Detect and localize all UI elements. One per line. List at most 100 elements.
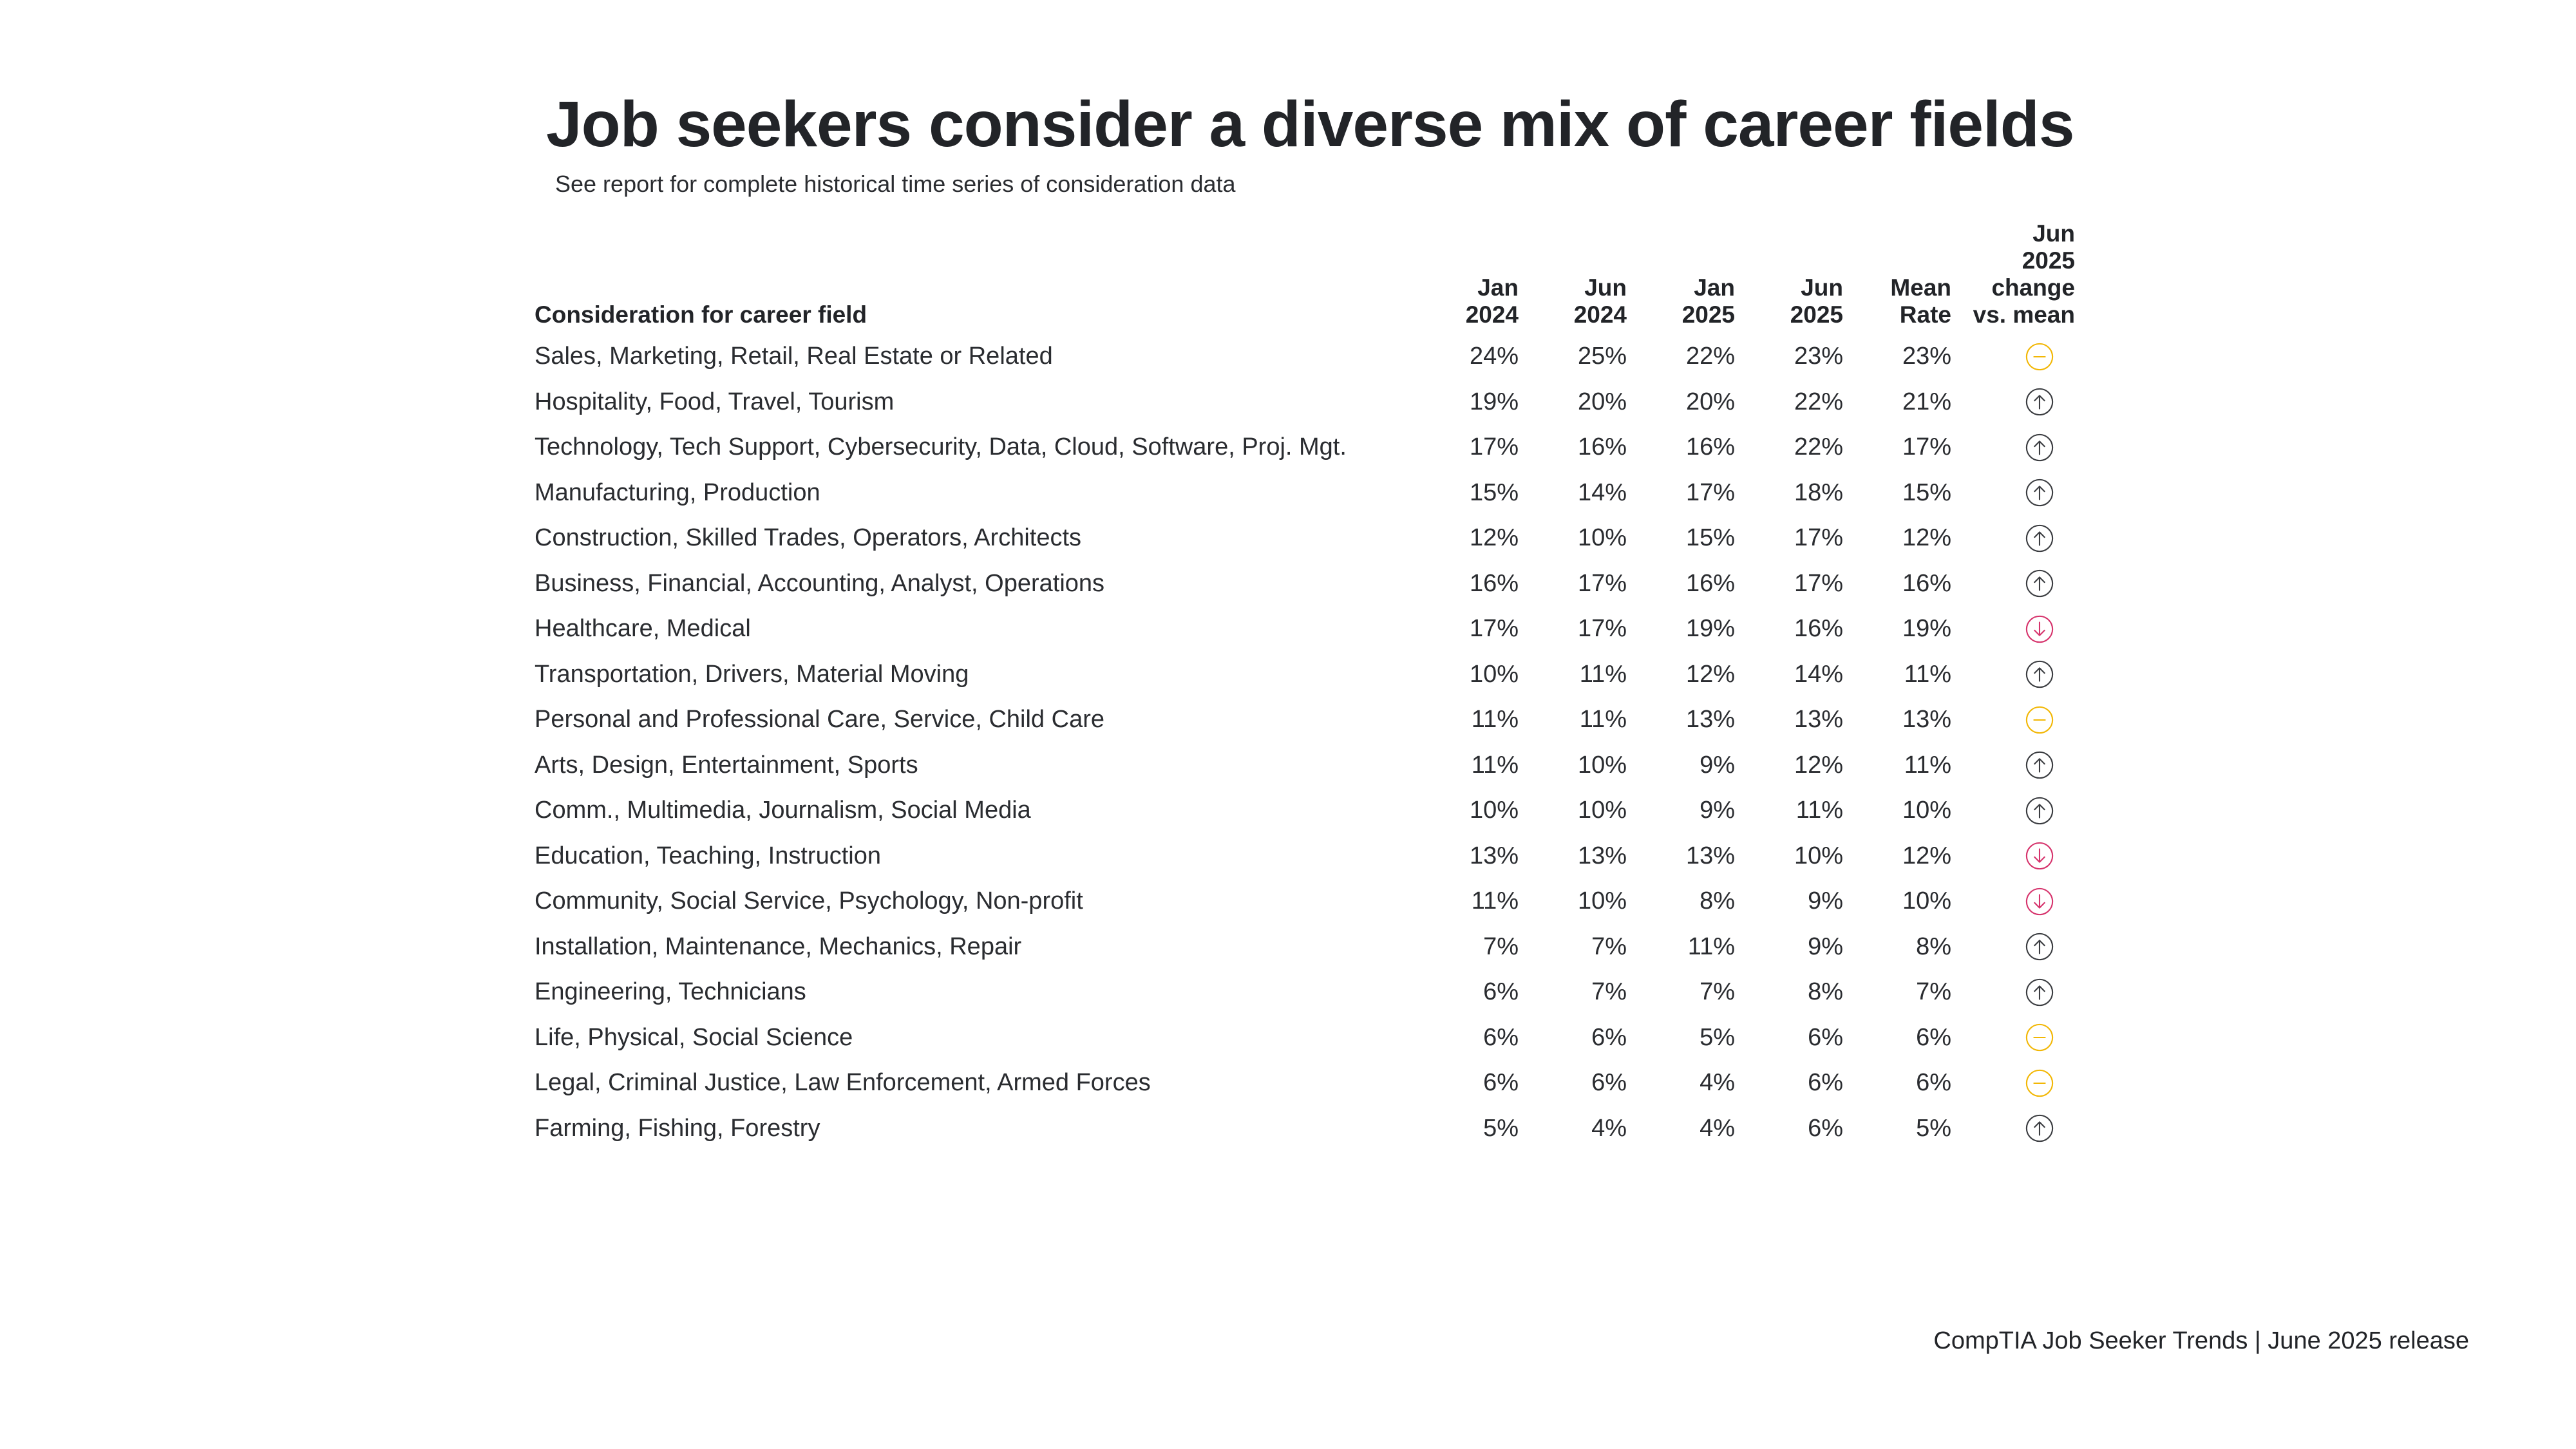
rate-cell: 13% <box>1469 842 1519 869</box>
rate-cell: 22% <box>1685 343 1735 370</box>
rate-cell: 11% <box>1904 660 1951 688</box>
dash-circle-icon <box>2025 343 2054 370</box>
rate-cell: 11% <box>1471 751 1519 779</box>
rate-cell: 6% <box>1808 1114 1843 1142</box>
rate-cell: 4% <box>1700 1114 1735 1142</box>
rate-cell: 17% <box>1794 524 1843 552</box>
rate-cell: 12% <box>1902 842 1951 869</box>
rate-cell: 11% <box>1904 751 1951 779</box>
change-indicator-cell <box>1963 424 2079 470</box>
change-indicator-cell <box>1963 652 2079 697</box>
rate-cell: 9% <box>1700 797 1735 824</box>
rate-cell: 17% <box>1577 569 1627 597</box>
career-field-name: Technology, Tech Support, Cybersecurity,… <box>535 433 1347 461</box>
rate-cell: 8% <box>1808 978 1843 1006</box>
column-header-line: 2024 <box>1465 301 1519 328</box>
career-field-name: Farming, Fishing, Forestry <box>535 1114 820 1142</box>
rate-cell: 13% <box>1577 842 1627 869</box>
table-row: Legal, Criminal Justice, Law Enforcement… <box>535 1060 2079 1106</box>
rate-cell: 10% <box>1469 660 1519 688</box>
rate-cell: 12% <box>1469 524 1519 552</box>
rate-cell: 7% <box>1700 978 1735 1006</box>
column-header-line: 2025 <box>1790 301 1843 328</box>
rate-cell: 9% <box>1700 751 1735 779</box>
column-header-jan-2024: Jan 2024 <box>1422 219 1530 334</box>
rate-cell: 19% <box>1685 615 1735 643</box>
column-header-jun-2024: Jun 2024 <box>1530 219 1638 334</box>
career-field-name: Education, Teaching, Instruction <box>535 842 881 869</box>
rate-cell: 7% <box>1916 978 1951 1006</box>
change-indicator-cell <box>1963 743 2079 788</box>
rate-cell: 8% <box>1700 887 1735 915</box>
rate-cell: 17% <box>1469 433 1519 461</box>
column-header-line: Jan <box>1694 274 1735 301</box>
rate-cell: 6% <box>1808 1069 1843 1097</box>
career-field-name: Engineering, Technicians <box>535 978 806 1006</box>
table-row: Personal and Professional Care, Service,… <box>535 697 2079 743</box>
column-header-line: 2025 <box>2022 247 2075 274</box>
rate-cell: 16% <box>1469 569 1519 597</box>
column-header-line: 2024 <box>1573 301 1627 328</box>
rate-cell: 17% <box>1902 433 1951 461</box>
change-indicator-cell <box>1963 788 2079 833</box>
rate-cell: 20% <box>1577 388 1627 415</box>
rate-cell: 17% <box>1469 615 1519 643</box>
rate-cell: 11% <box>1795 797 1843 824</box>
rate-cell: 5% <box>1483 1114 1519 1142</box>
career-field-name: Personal and Professional Care, Service,… <box>535 706 1104 734</box>
change-indicator-cell <box>1963 878 2079 924</box>
column-header-line: Mean <box>1890 274 1951 301</box>
rate-cell: 13% <box>1902 706 1951 734</box>
rate-cell: 8% <box>1916 933 1951 960</box>
career-field-name: Business, Financial, Accounting, Analyst… <box>535 569 1105 597</box>
rate-cell: 23% <box>1794 343 1843 370</box>
rate-cell: 11% <box>1579 660 1627 688</box>
rate-cell: 6% <box>1916 1023 1951 1051</box>
column-header-change-vs-mean: Jun 2025 change vs. mean <box>1963 219 2079 334</box>
rate-cell: 4% <box>1591 1114 1627 1142</box>
rate-cell: 10% <box>1794 842 1843 869</box>
rate-cell: 13% <box>1794 706 1843 734</box>
table-row: Education, Teaching, Instruction 13% 13% 13… <box>535 833 2079 879</box>
career-field-name: Hospitality, Food, Travel, Tourism <box>535 388 895 415</box>
arrow-down-circle-icon <box>2025 887 2054 915</box>
career-field-name: Community, Social Service, Psychology, N… <box>535 887 1083 915</box>
rate-cell: 17% <box>1577 615 1627 643</box>
change-indicator-cell <box>1963 1060 2079 1106</box>
footer-source: CompTIA Job Seeker Trends | June 2025 re… <box>1933 1327 2469 1354</box>
arrow-up-circle-icon <box>2025 388 2054 416</box>
column-header-line: Jun <box>1801 274 1843 301</box>
career-field-name: Construction, Skilled Trades, Operators,… <box>535 524 1082 552</box>
career-field-name: Legal, Criminal Justice, Law Enforcement… <box>535 1069 1151 1097</box>
rate-cell: 11% <box>1471 706 1519 734</box>
rate-cell: 6% <box>1808 1023 1843 1051</box>
table-row: Manufacturing, Production 15% 14% 17% 18% 15% <box>535 470 2079 516</box>
table-row: Transportation, Drivers, Material Moving… <box>535 652 2079 697</box>
rate-cell: 12% <box>1794 751 1843 779</box>
table-body: Sales, Marketing, Retail, Real Estate or… <box>535 334 2079 1151</box>
rate-cell: 19% <box>1469 388 1519 415</box>
column-header-jun-2025: Jun 2025 <box>1747 219 1855 334</box>
career-field-name: Arts, Design, Entertainment, Sports <box>535 751 918 779</box>
table-row: Sales, Marketing, Retail, Real Estate or… <box>535 334 2079 379</box>
rate-cell: 15% <box>1902 478 1951 506</box>
career-consideration-table: Consideration for career field Jan 2024 … <box>535 219 2079 1151</box>
change-indicator-cell <box>1963 470 2079 516</box>
change-indicator-cell <box>1963 561 2079 607</box>
rate-cell: 9% <box>1808 887 1843 915</box>
table-row: Life, Physical, Social Science 6% 6% 5% 6% 6% <box>535 1015 2079 1061</box>
rate-cell: 14% <box>1794 660 1843 688</box>
rate-cell: 7% <box>1483 933 1519 960</box>
table-row: Technology, Tech Support, Cybersecurity,… <box>535 424 2079 470</box>
rate-cell: 10% <box>1902 797 1951 824</box>
arrow-up-circle-icon <box>2025 433 2054 461</box>
rate-cell: 22% <box>1794 388 1843 415</box>
dash-circle-icon <box>2025 1024 2054 1052</box>
column-header-line: change <box>1991 274 2075 301</box>
rate-cell: 16% <box>1794 615 1843 643</box>
dash-circle-icon <box>2025 706 2054 734</box>
rate-cell: 7% <box>1591 978 1627 1006</box>
rate-cell: 10% <box>1902 887 1951 915</box>
rate-cell: 24% <box>1469 343 1519 370</box>
change-indicator-cell <box>1963 969 2079 1015</box>
